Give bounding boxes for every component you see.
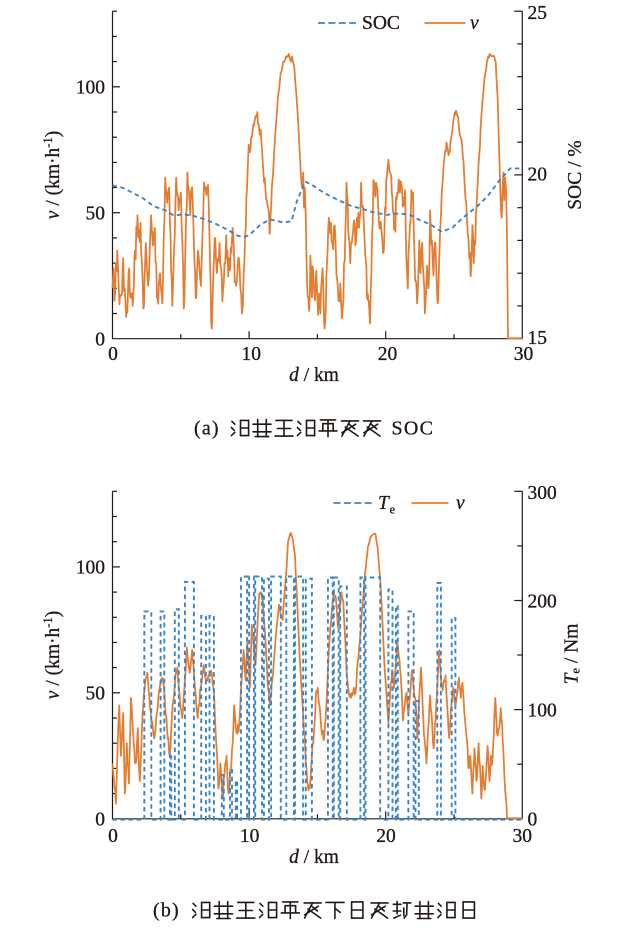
svg-text:50: 50 bbox=[86, 204, 106, 225]
svg-text:v / (km·h-1): v / (km·h-1) bbox=[41, 611, 64, 699]
svg-text:e: e bbox=[390, 503, 396, 517]
svg-text:(b): (b) bbox=[153, 900, 180, 922]
svg-text:30: 30 bbox=[514, 344, 534, 365]
svg-text:0: 0 bbox=[108, 826, 118, 847]
svg-text:10: 10 bbox=[242, 344, 262, 365]
svg-text:100: 100 bbox=[76, 558, 105, 579]
svg-text:0: 0 bbox=[95, 810, 105, 831]
svg-text:10: 10 bbox=[240, 826, 260, 847]
svg-text:50: 50 bbox=[86, 684, 106, 705]
svg-text:200: 200 bbox=[528, 591, 557, 612]
svg-text:SOC: SOC bbox=[362, 13, 400, 34]
svg-text:0: 0 bbox=[108, 344, 118, 365]
svg-text:(a): (a) bbox=[194, 418, 220, 440]
svg-text:0: 0 bbox=[528, 810, 538, 831]
svg-text:d / km: d / km bbox=[289, 847, 339, 868]
svg-text:SOC: SOC bbox=[392, 418, 435, 440]
svg-text:v: v bbox=[470, 13, 479, 34]
svg-text:300: 300 bbox=[528, 483, 557, 504]
svg-text:20: 20 bbox=[528, 165, 548, 186]
svg-text:20: 20 bbox=[378, 344, 398, 365]
svg-text:100: 100 bbox=[76, 78, 105, 99]
svg-text:v: v bbox=[456, 493, 465, 514]
svg-text:T: T bbox=[378, 493, 390, 514]
svg-text:d / km: d / km bbox=[289, 365, 339, 386]
svg-text:Te / Nm: Te / Nm bbox=[562, 624, 583, 685]
svg-text:0: 0 bbox=[95, 330, 105, 351]
svg-text:20: 20 bbox=[376, 826, 396, 847]
svg-text:25: 25 bbox=[528, 3, 548, 24]
svg-text:100: 100 bbox=[528, 700, 557, 721]
svg-text:v / (km·h-1): v / (km·h-1) bbox=[41, 131, 64, 219]
svg-text:15: 15 bbox=[528, 328, 548, 349]
svg-text:30: 30 bbox=[513, 826, 533, 847]
svg-text:SOC / %: SOC / % bbox=[565, 140, 586, 209]
